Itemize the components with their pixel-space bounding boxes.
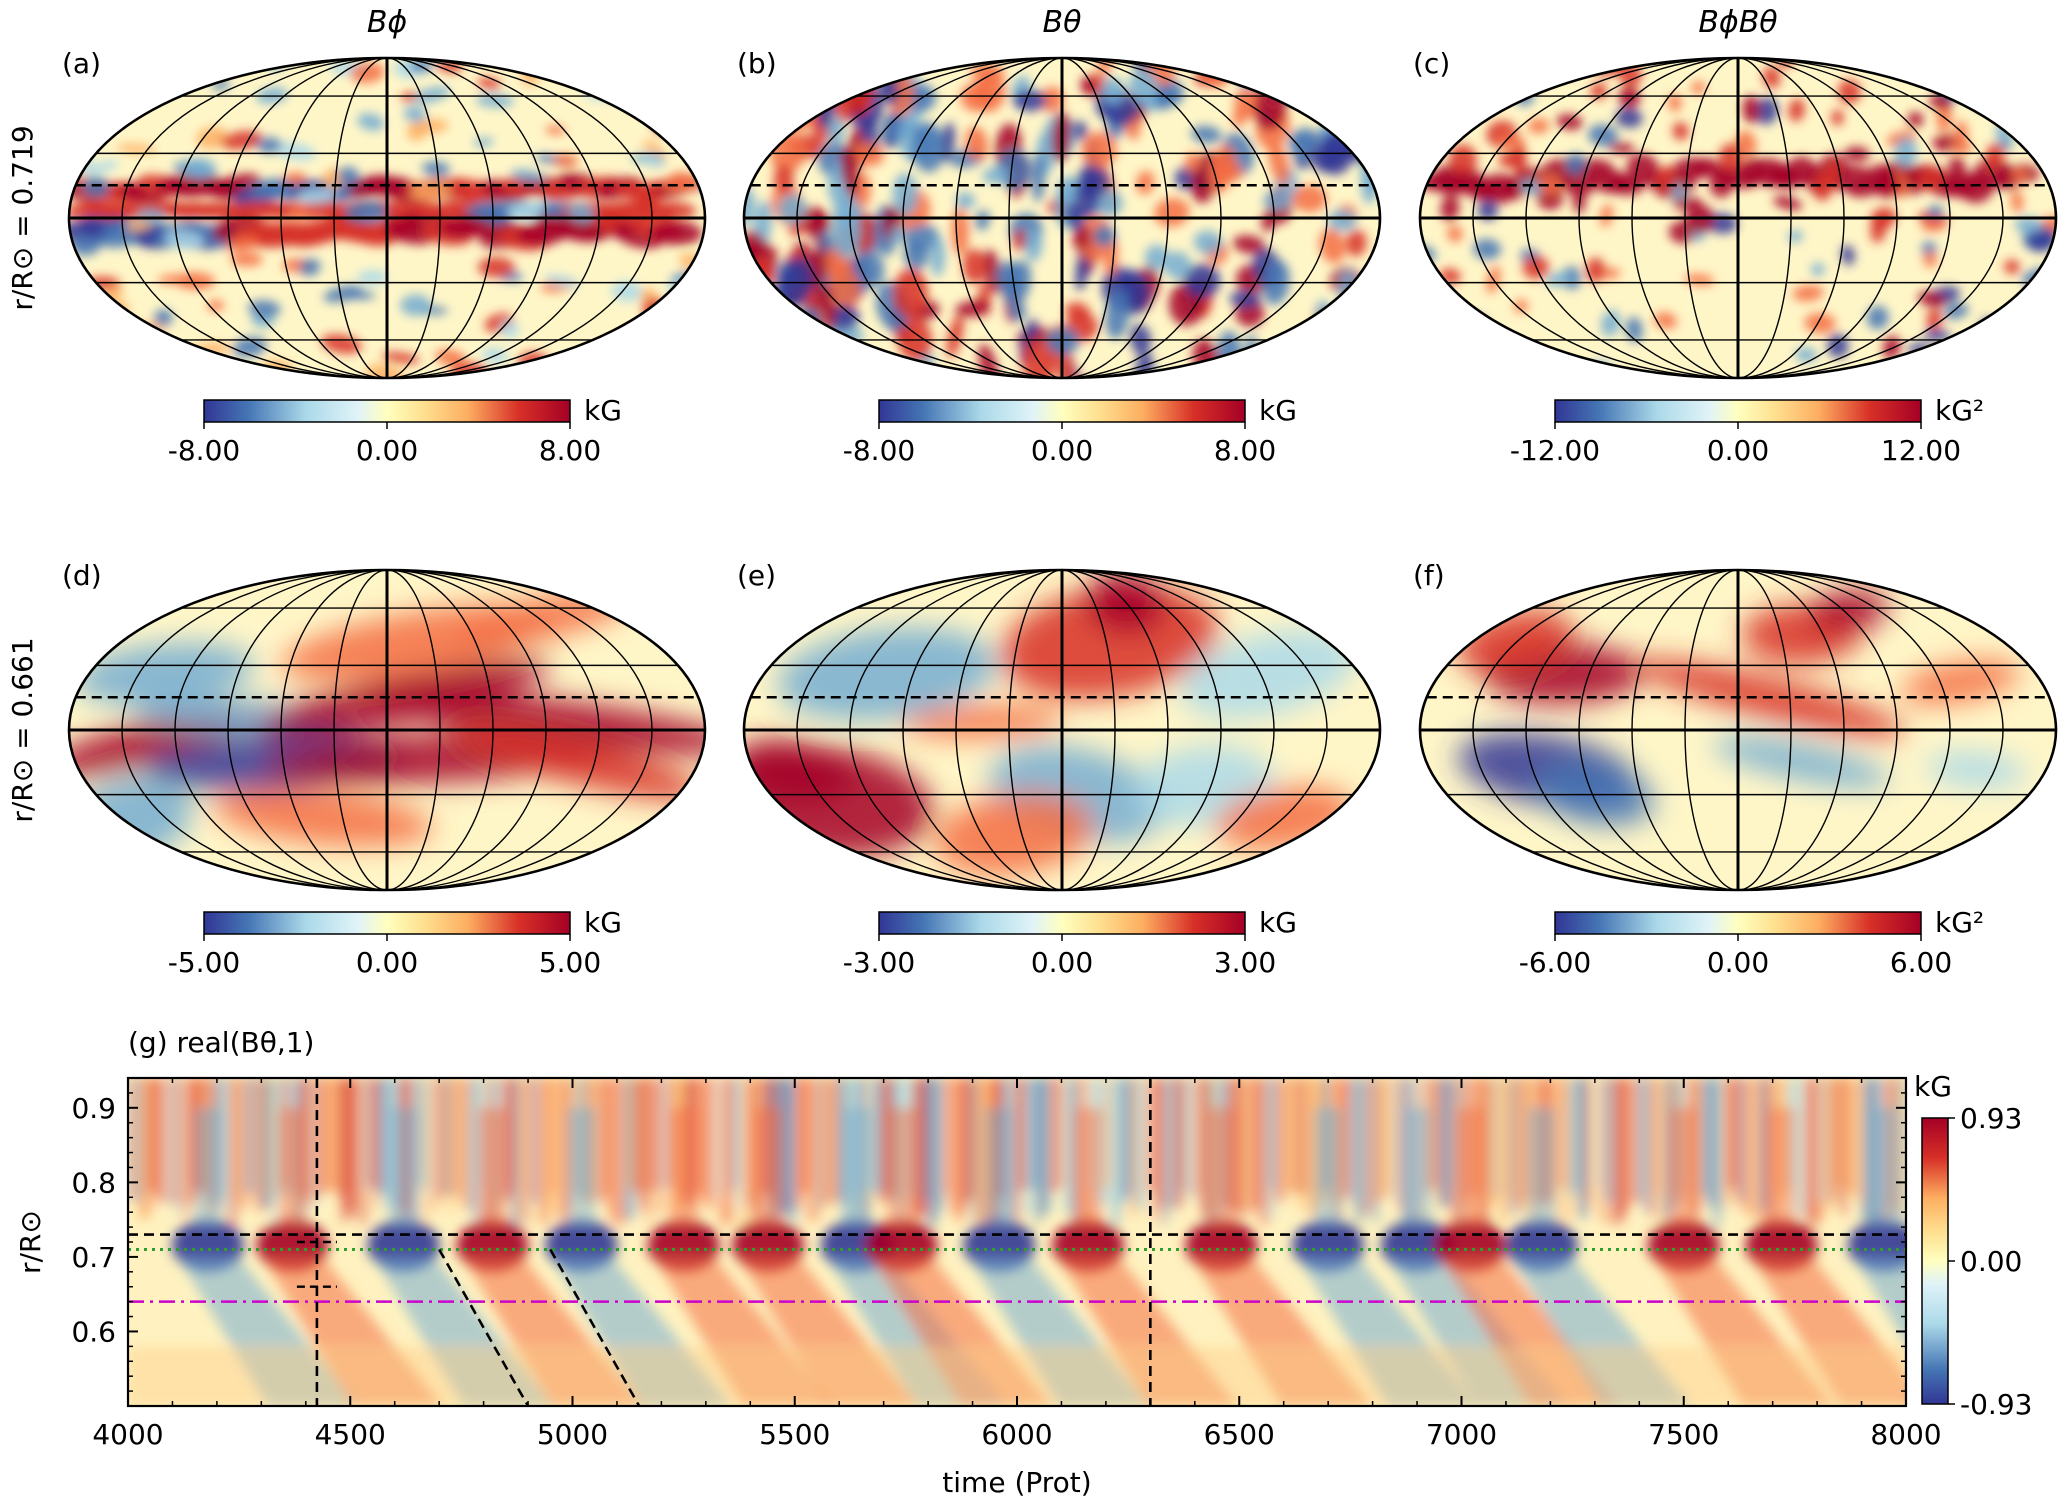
colorbar-tick-label: 0.00	[356, 946, 418, 979]
panel-label: (f)	[1413, 559, 1445, 592]
colorbar-tick-label: -12.00	[1510, 434, 1600, 467]
x-tick-label: 6500	[1204, 1418, 1275, 1451]
row-label-0719: r/R⊙ = 0.719	[6, 125, 39, 310]
panel-g-field	[128, 1078, 1906, 1406]
x-tick-label: 7000	[1426, 1418, 1497, 1451]
map-panel-b: (b) -8.00 0.00 8.00 kG	[737, 47, 1382, 467]
colorbar-e: -3.00 0.00 3.00 kG	[843, 906, 1297, 979]
reference-line	[438, 1248, 530, 1406]
map-outline	[742, 568, 1382, 892]
x-axis-label: time (Prot)	[942, 1466, 1091, 1499]
x-tick-label: 6000	[981, 1418, 1052, 1451]
panel-g-title: (g) real(Bθ,1)	[128, 1026, 314, 1059]
map-panel-a: (a) -8.00 0.00 8.00 kG	[62, 47, 707, 467]
colorbar-tick-label: -3.00	[843, 946, 915, 979]
panel-label: (c)	[1413, 47, 1450, 80]
colorbar-unit: kG	[1259, 394, 1297, 427]
colorbar-tick-label: 12.00	[1881, 434, 1961, 467]
map-panels: (a) -8.00 0.00 8.00 kG (b) -8.00 0.00 8.00 kG (c) -…	[62, 47, 2058, 979]
panel-g: (g) real(Bθ,1) 4000 4500 5000 5500 6000 6500 70…	[14, 1026, 2032, 1499]
x-tick-label: 4000	[92, 1418, 163, 1451]
colorbar-tick-label: 0.00	[1031, 434, 1093, 467]
map-outline	[742, 56, 1382, 380]
colorbar-tick-label: 0.00	[1707, 946, 1769, 979]
y-tick-label: 0.6	[71, 1315, 116, 1348]
map-field	[744, 58, 1380, 378]
colorbar-tick-label: 0.93	[1960, 1102, 2022, 1135]
column-title-btheta: Bθ	[1043, 5, 1082, 40]
y-tick-label: 0.7	[71, 1241, 116, 1274]
panel-label: (d)	[62, 559, 102, 592]
colorbar-unit: kG²	[1935, 906, 1984, 939]
colorbar-tick-label: 0.00	[1031, 946, 1093, 979]
colorbar-tick-label: 0.00	[1960, 1245, 2022, 1278]
colorbar-a: -8.00 0.00 8.00 kG	[168, 394, 622, 467]
colorbar-tick-label: 0.00	[1707, 434, 1769, 467]
column-title-bphibtheta: BϕBθ	[1698, 5, 1777, 40]
x-tick-label: 8000	[1870, 1418, 1941, 1451]
row-label-0661: r/R⊙ = 0.661	[6, 637, 39, 822]
map-panel-d: (d) -5.00 0.00 5.00 kG	[62, 559, 707, 979]
colorbar-tick-label: 6.00	[1890, 946, 1952, 979]
colorbar-tick-label: 5.00	[539, 946, 601, 979]
panel-label: (b)	[737, 47, 777, 80]
map-outline	[1418, 568, 2058, 892]
map-outline	[67, 56, 707, 380]
x-tick-label: 7500	[1648, 1418, 1719, 1451]
map-outline	[67, 568, 707, 892]
map-field	[69, 58, 705, 378]
x-tick-label: 5500	[759, 1418, 830, 1451]
map-outline	[1418, 56, 2058, 380]
panel-label: (e)	[737, 559, 776, 592]
colorbar-tick-label: -5.00	[168, 946, 240, 979]
panel-g-colorbar	[1921, 1117, 1949, 1405]
colorbar-b: -8.00 0.00 8.00 kG	[843, 394, 1297, 467]
y-tick-label: 0.9	[71, 1092, 116, 1125]
x-tick-label: 4500	[315, 1418, 386, 1451]
colorbar-tick-label: -0.93	[1960, 1388, 2032, 1421]
map-panel-c: (c) -12.00 0.00 12.00 kG²	[1413, 47, 2058, 467]
map-panel-e: (e) -3.00 0.00 3.00 kG	[737, 559, 1382, 979]
colorbar-tick-label: 8.00	[1214, 434, 1276, 467]
colorbar-tick-label: 8.00	[539, 434, 601, 467]
x-tick-label: 5000	[537, 1418, 608, 1451]
colorbar-unit: kG²	[1935, 394, 1984, 427]
colorbar-tick-label: -6.00	[1519, 946, 1591, 979]
colorbar-tick-label: 3.00	[1214, 946, 1276, 979]
colorbar-tick-label: -8.00	[843, 434, 915, 467]
colorbar-f: -6.00 0.00 6.00 kG²	[1519, 906, 1984, 979]
reference-line	[549, 1248, 641, 1406]
colorbar-tick-label: 0.00	[356, 434, 418, 467]
y-axis-label: r/R⊙	[14, 1210, 47, 1274]
y-tick-label: 0.8	[71, 1166, 116, 1199]
column-title-bphi: Bϕ	[367, 5, 407, 40]
colorbar-unit: kG	[1914, 1070, 1952, 1103]
map-panel-f: (f) -6.00 0.00 6.00 kG²	[1413, 559, 2058, 979]
colorbar-c: -12.00 0.00 12.00 kG²	[1510, 394, 1984, 467]
map-field	[744, 570, 1380, 890]
colorbar-d: -5.00 0.00 5.00 kG	[168, 906, 622, 979]
colorbar-unit: kG	[584, 394, 622, 427]
panel-label: (a)	[62, 47, 101, 80]
colorbar-tick-label: -8.00	[168, 434, 240, 467]
colorbar-unit: kG	[584, 906, 622, 939]
colorbar-unit: kG	[1259, 906, 1297, 939]
